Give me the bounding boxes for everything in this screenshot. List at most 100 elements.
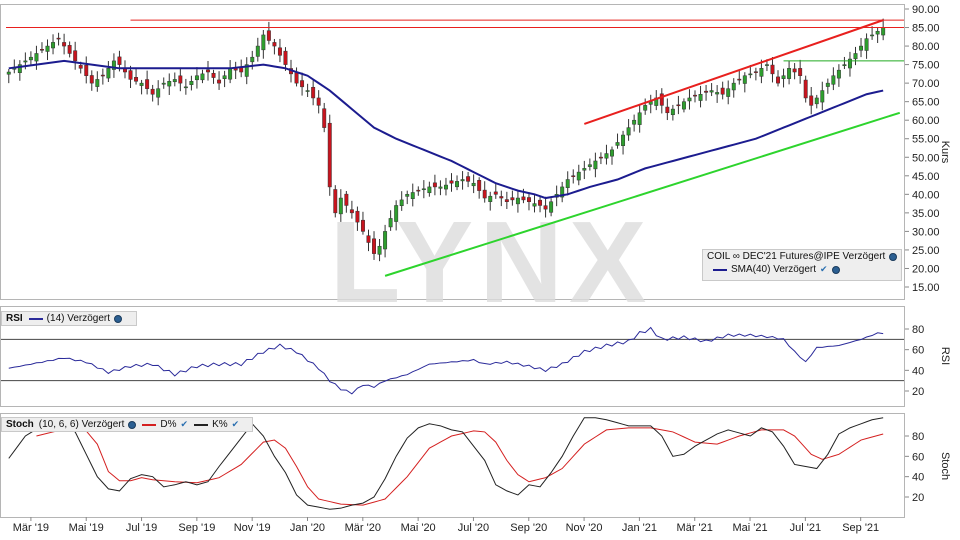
- candle-up: [167, 81, 172, 87]
- candle-down: [432, 182, 437, 188]
- candle-up: [670, 108, 675, 116]
- stoch-legend-row[interactable]: Stoch (10, 6, 6) Verzögert D% ✔ K% ✔: [6, 418, 248, 431]
- axes-layer: 90.00 85.00 80.00 75.00 70.00 65.00 60.00 55.00…: [13, 4, 940, 534]
- candle-up: [377, 245, 382, 255]
- stoch-layer: [8, 417, 884, 510]
- globe-icon[interactable]: [831, 265, 840, 274]
- rsi-y-tick-label: 60: [912, 345, 924, 357]
- candle-down: [100, 74, 105, 77]
- price-y-tick-label: 35.00: [912, 208, 940, 220]
- candle-up: [17, 64, 22, 73]
- price-y-tick-label: 50.00: [912, 152, 940, 164]
- candle-down: [521, 196, 526, 201]
- candle-down: [211, 72, 216, 78]
- globe-icon[interactable]: [114, 314, 123, 323]
- candle-up: [576, 171, 581, 181]
- candle-up: [709, 90, 714, 93]
- candle-up: [632, 119, 637, 125]
- candle-up: [831, 75, 836, 85]
- x-tick-label: Jul '20: [458, 522, 489, 534]
- candle-down: [499, 196, 504, 199]
- globe-icon[interactable]: [128, 420, 137, 429]
- candle-up: [593, 160, 598, 170]
- candle-down: [73, 50, 78, 62]
- candle-down: [311, 86, 316, 99]
- candle-up: [687, 97, 692, 102]
- candle-up: [637, 112, 642, 125]
- price-layer: [6, 18, 904, 277]
- checkmark-icon[interactable]: ✔: [231, 419, 240, 429]
- sma-legend-row[interactable]: SMA(40) Verzögert ✔: [707, 263, 897, 276]
- candle-down: [659, 93, 664, 106]
- candle-up: [156, 88, 161, 98]
- price-y-tick-label: 90.00: [912, 4, 940, 16]
- candle-up: [560, 186, 565, 198]
- stoch-axis-title: Stoch: [939, 452, 951, 480]
- candle-up: [881, 27, 886, 36]
- candle-up: [842, 64, 847, 67]
- candle-up: [399, 199, 404, 206]
- x-tick-label: Jan '21: [622, 522, 657, 534]
- price-y-tick-label: 80.00: [912, 41, 940, 53]
- price-y-tick-label: 45.00: [912, 171, 940, 183]
- candle-up: [587, 164, 592, 167]
- candle-up: [742, 75, 747, 84]
- x-tick-label: Mai '21: [732, 522, 767, 534]
- rsi-legend-row[interactable]: RSI (14) Verzögert: [6, 312, 132, 325]
- candle-up: [455, 181, 459, 188]
- candle-up: [23, 60, 28, 63]
- candle-up: [859, 45, 863, 51]
- candle-down: [598, 156, 603, 159]
- candle-up: [194, 75, 199, 81]
- stoch-k-swatch: [194, 423, 209, 426]
- candle-up: [853, 53, 858, 60]
- candle-up: [515, 197, 520, 205]
- candle-down: [798, 68, 803, 76]
- instrument-label: COIL ∞ DEC'21 Futures@IPE Verzögert: [707, 251, 886, 262]
- candle-up: [621, 134, 626, 146]
- candle-down: [178, 75, 183, 84]
- x-tick-label: Mär '19: [13, 522, 49, 534]
- candle-up: [825, 82, 830, 87]
- price-y-tick-label: 55.00: [912, 134, 940, 146]
- instrument-legend-row[interactable]: COIL ∞ DEC'21 Futures@IPE Verzögert: [707, 250, 897, 263]
- candle-up: [488, 195, 493, 202]
- candle-up: [28, 56, 33, 61]
- candle-up: [698, 94, 703, 101]
- checkmark-icon[interactable]: ✔: [180, 419, 189, 429]
- candle-down: [283, 50, 288, 65]
- candle-up: [200, 73, 205, 81]
- x-tick-label: Jan '20: [290, 522, 325, 534]
- candle-down: [737, 78, 742, 81]
- price-legend: COIL ∞ DEC'21 Futures@IPE Verzögert SMA(…: [702, 249, 902, 281]
- candle-up: [111, 60, 116, 70]
- candle-up: [250, 56, 255, 63]
- stoch-d-line: [36, 427, 884, 506]
- price-y-tick-label: 30.00: [912, 226, 940, 238]
- x-tick-label: Sep '21: [842, 522, 879, 534]
- candle-down: [504, 199, 509, 202]
- candle-down: [128, 70, 133, 80]
- candle-down: [792, 68, 797, 73]
- trendline: [384, 111, 901, 277]
- price-y-tick-label: 15.00: [912, 282, 940, 294]
- checkmark-icon[interactable]: ✔: [820, 264, 828, 274]
- candle-down: [300, 80, 305, 88]
- candle-down: [665, 106, 670, 114]
- rsi-line: [8, 326, 884, 395]
- stoch-legend-title: Stoch: [6, 419, 34, 430]
- candle-up: [444, 184, 448, 190]
- rsi-panel-frame: [0, 306, 905, 407]
- candle-up: [610, 149, 614, 157]
- globe-icon[interactable]: [889, 252, 897, 261]
- sma-legend-label: SMA(40) Verzögert: [731, 264, 817, 275]
- stoch-k-label: K%: [212, 419, 228, 430]
- candle-up: [172, 79, 177, 83]
- candle-up: [532, 203, 537, 207]
- candle-down: [477, 180, 482, 191]
- candle-down: [571, 175, 576, 177]
- price-y-tick-label: 60.00: [912, 115, 940, 127]
- candle-down: [466, 176, 471, 182]
- candle-down: [89, 75, 94, 84]
